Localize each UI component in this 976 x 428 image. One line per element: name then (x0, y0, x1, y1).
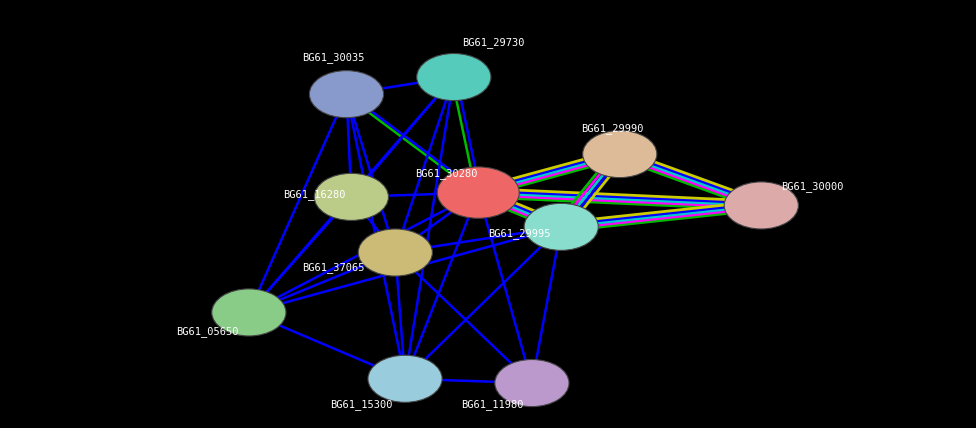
Text: BG61_29730: BG61_29730 (462, 37, 524, 48)
Text: BG61_11980: BG61_11980 (461, 399, 523, 410)
Text: BG61_30000: BG61_30000 (781, 181, 843, 192)
Text: BG61_29990: BG61_29990 (581, 123, 643, 134)
Ellipse shape (524, 203, 598, 250)
Text: BG61_16280: BG61_16280 (283, 189, 346, 200)
Text: BG61_15300: BG61_15300 (330, 399, 392, 410)
Ellipse shape (495, 360, 569, 407)
Text: BG61_30035: BG61_30035 (303, 52, 365, 63)
Ellipse shape (417, 54, 491, 101)
Ellipse shape (583, 131, 657, 178)
Text: BG61_05650: BG61_05650 (176, 326, 238, 337)
Ellipse shape (437, 167, 519, 218)
Ellipse shape (724, 182, 798, 229)
Ellipse shape (314, 173, 388, 220)
Text: BG61_37065: BG61_37065 (303, 262, 365, 273)
Ellipse shape (309, 71, 384, 118)
Ellipse shape (368, 355, 442, 402)
Ellipse shape (212, 289, 286, 336)
Text: BG61_29995: BG61_29995 (488, 228, 550, 239)
Text: BG61_30280: BG61_30280 (415, 168, 477, 179)
Ellipse shape (358, 229, 432, 276)
